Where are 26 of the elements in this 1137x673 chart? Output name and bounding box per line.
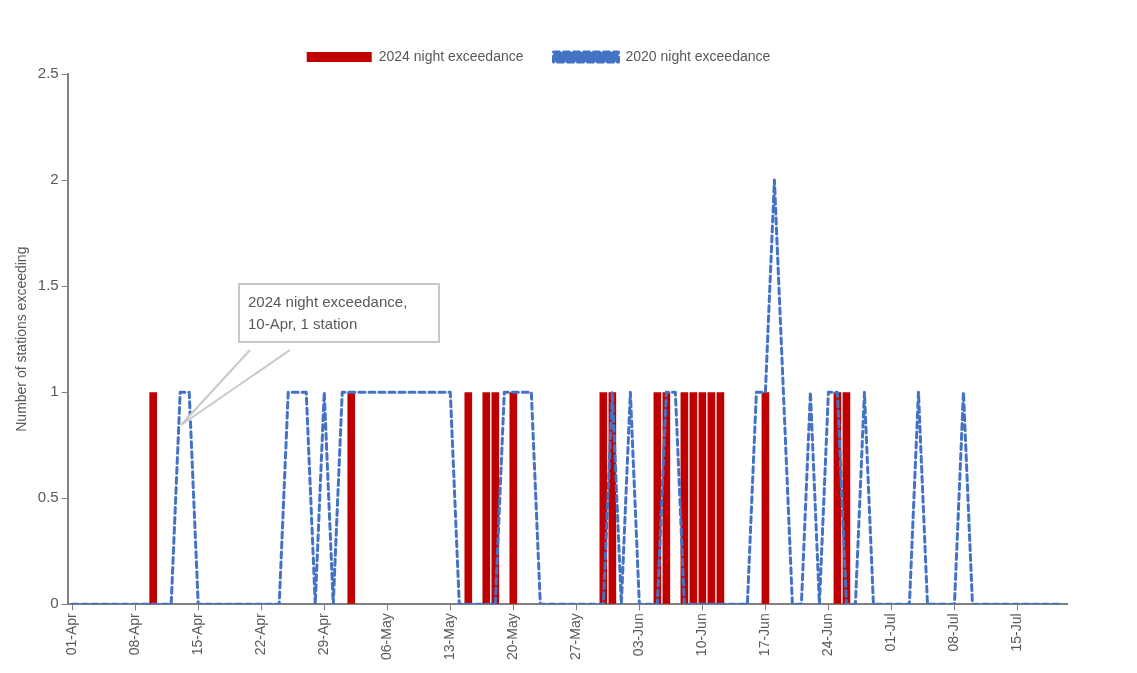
y-axis-title: Number of stations exceeding [13,246,30,432]
y-tick-label: 0.5 [37,488,59,506]
x-tick-label: 15-Jul [1008,613,1025,652]
x-tick-label: 22-Apr [252,612,269,656]
x-tick-label: 24-Jun [819,613,836,657]
y-tick-label: 2.5 [37,64,59,82]
annotation: 2024 night exceedance, 10-Apr, 1 station [238,283,440,343]
y-tick-label: 1 [50,382,59,400]
x-tick-label: 01-Jul [882,613,899,652]
x-tick-label: 13-May [441,613,458,660]
x-tick-label: 03-Jun [630,613,647,657]
y-tick-label: 2 [50,170,59,188]
x-tick-label: 29-Apr [315,612,332,656]
x-tick-label: 20-May [504,613,521,660]
legend-label: 2020 night exceedance [625,47,771,64]
legend-label: 2024 night exceedance [378,47,524,64]
x-tick-label: 08-Jul [945,613,962,652]
x-tick-label: 17-Jun [756,613,773,657]
y-tick-label: 0 [50,594,59,612]
x-tick-label: 27-May [567,613,584,660]
x-tick-label: 10-Jun [693,613,710,657]
y-tick-label: 1.5 [37,276,59,294]
x-tick-label: 06-May [378,613,395,660]
x-tick-label: 15-Apr [189,612,206,656]
x-tick-label: 08-Apr [126,612,143,656]
x-tick-label: 01-Apr [63,612,80,656]
